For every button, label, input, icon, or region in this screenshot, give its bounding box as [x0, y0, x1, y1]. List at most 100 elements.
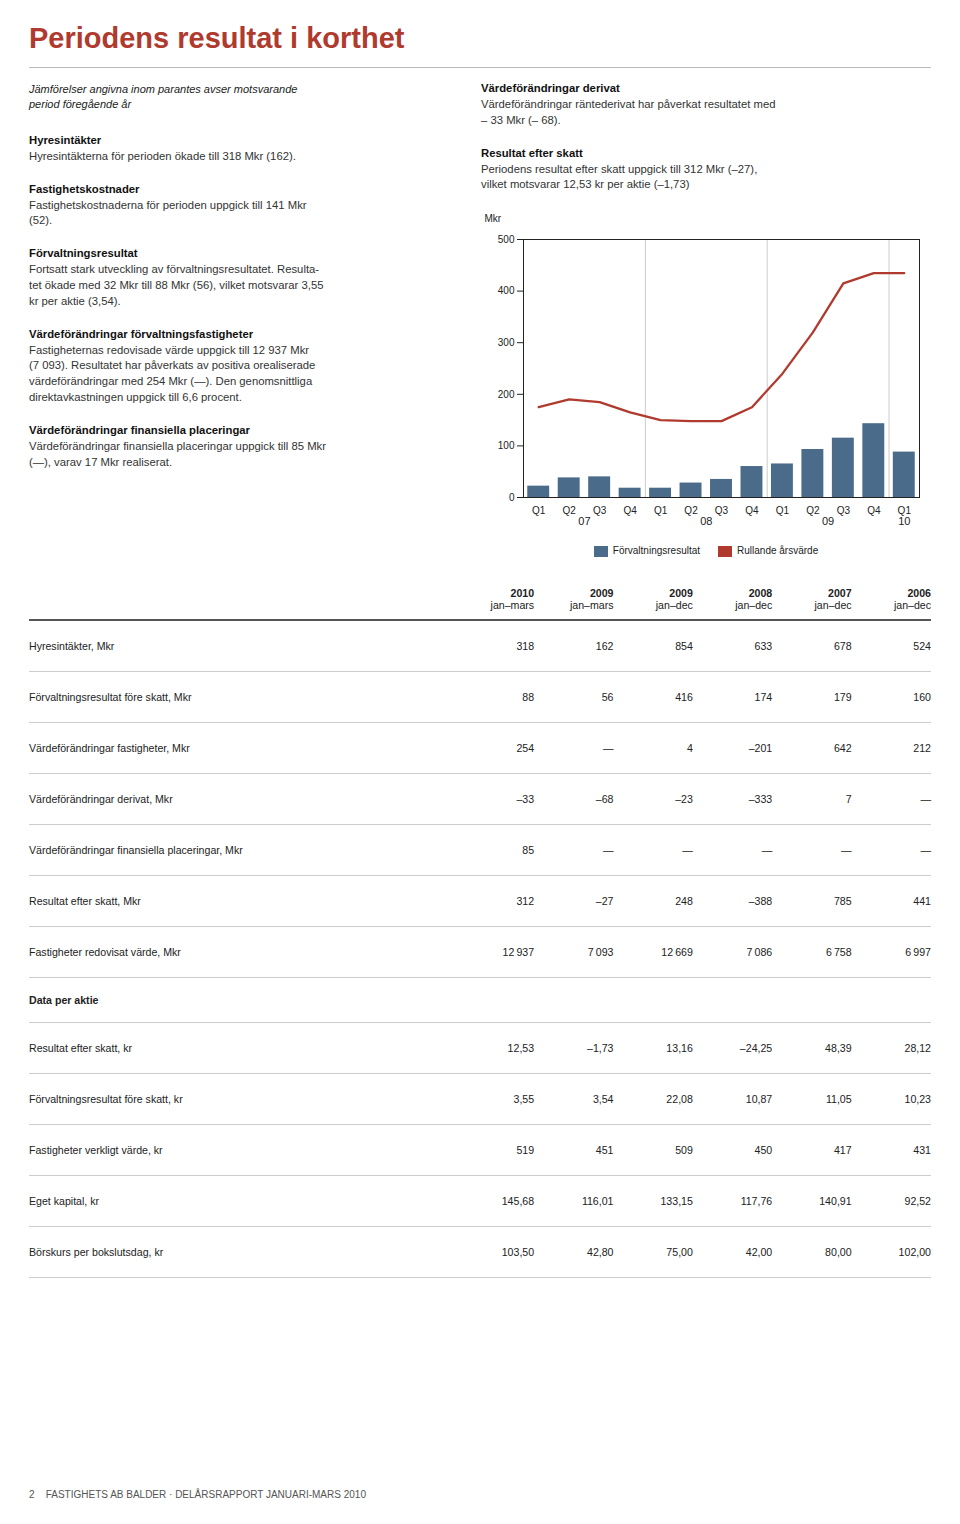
- html-text:162: 162: [595, 640, 614, 653]
- html-text:7 093: 7 093: [587, 946, 614, 959]
- html-text:Fortsatt stark utveckling av f: Fortsatt stark utveckling av förvaltning…: [29, 263, 324, 307]
- html-text:Förvaltningsresultat före skat: Förvaltningsresultat före skatt, kr: [29, 1093, 183, 1106]
- html-text:2007: 2007: [828, 587, 852, 600]
- html-text:Värdeförändringar räntederivat: Värdeförändringar räntederivat har påver…: [481, 98, 776, 126]
- html-text:jan–mars: jan–mars: [490, 599, 535, 612]
- html-text:–1,73: –1,73: [587, 1042, 614, 1055]
- svg-text:09: 09: [822, 516, 834, 528]
- html-text:12 669: 12 669: [661, 946, 693, 959]
- html-text:Fastigheter redovisat värde, M: Fastigheter redovisat värde, Mkr: [29, 946, 181, 959]
- html-text:12 937: 12 937: [502, 946, 535, 959]
- html-text:Periodens resultat efter skatt: Periodens resultat efter skatt uppgick t…: [481, 162, 758, 191]
- html-text:2008: 2008: [748, 587, 773, 600]
- svg-text:Q1: Q1: [654, 505, 668, 516]
- html-text:785: 785: [833, 895, 852, 908]
- html-text:Förvaltningsresultat före skat: Förvaltningsresultat före skatt, Mkr: [29, 691, 192, 704]
- html-text:–333: –333: [748, 793, 773, 806]
- html-text:179: 179: [833, 691, 852, 704]
- html-text:312: 312: [516, 895, 535, 908]
- html-text:441: 441: [913, 895, 931, 908]
- html-text:jan–dec: jan–dec: [655, 599, 693, 612]
- svg-text:Q1: Q1: [532, 505, 546, 516]
- svg-text:Q1: Q1: [776, 505, 790, 516]
- html-text:jan–dec: jan–dec: [814, 599, 852, 612]
- svg-text:Q3: Q3: [715, 505, 729, 516]
- svg-text:Q4: Q4: [623, 505, 637, 516]
- html-text:Värdeförändringar fastigheter,: Värdeförändringar fastigheter, Mkr: [29, 742, 190, 755]
- html-text:Värdeförändringar förvaltnings: Värdeförändringar förvaltningsfastighete…: [29, 327, 254, 340]
- html-text:28,12: 28,12: [904, 1042, 931, 1055]
- html-text:2009: 2009: [669, 587, 693, 600]
- html-text:Värdeförändringar finansiella: Värdeförändringar finansiella placeringa…: [29, 844, 243, 857]
- svg-text:Q4: Q4: [867, 505, 881, 516]
- html-text:85: 85: [522, 844, 535, 857]
- svg-text:100: 100: [498, 440, 515, 451]
- svg-text:500: 500: [498, 234, 515, 245]
- html-text:jan–mars: jan–mars: [569, 599, 614, 612]
- svg-text:400: 400: [498, 286, 515, 297]
- html-text:Värdeförändringar finansiella: Värdeförändringar finansiella placeringa…: [29, 439, 326, 468]
- html-text:Fastighetskostnader: Fastighetskostnader: [29, 182, 140, 195]
- html-text:633: 633: [754, 640, 773, 653]
- html-text:48,39: 48,39: [825, 1042, 852, 1055]
- html-text:Fastigheternas redovisade värd: Fastigheternas redovisade värde uppgick …: [29, 343, 316, 403]
- html-text:jan–dec: jan–dec: [735, 599, 773, 612]
- html-text:Förvaltningsresultat: Förvaltningsresultat: [29, 247, 138, 260]
- html-text:Hyresintäkterna för perioden ö: Hyresintäkterna för perioden ökade till …: [29, 149, 296, 162]
- html-text:Resultat efter skatt, Mkr: Resultat efter skatt, Mkr: [29, 895, 141, 908]
- html-text:–33: –33: [516, 793, 535, 806]
- html-text:Resultat efter skatt, kr: Resultat efter skatt, kr: [29, 1042, 132, 1055]
- svg-text:10: 10: [898, 516, 910, 528]
- svg-text:300: 300: [498, 337, 515, 348]
- html-text:Värdeförändringar finansiella: Värdeförändringar finansiella placeringa…: [29, 423, 250, 436]
- html-text:13,16: 13,16: [666, 1042, 693, 1055]
- html-text:6 758: 6 758: [825, 946, 852, 959]
- html-text:416: 416: [675, 691, 693, 704]
- html-text:2006: 2006: [907, 587, 931, 600]
- svg-text:Q3: Q3: [837, 505, 851, 516]
- svg-text:Q2: Q2: [684, 505, 698, 516]
- svg-text:07: 07: [578, 516, 590, 528]
- html-text:524: 524: [913, 640, 931, 653]
- html-text:88: 88: [522, 691, 535, 704]
- svg-text:Q2: Q2: [806, 505, 820, 516]
- html-text:678: 678: [833, 640, 852, 653]
- html-text:7 086: 7 086: [746, 946, 773, 959]
- html-text:Periodens resultat i korthet: Periodens resultat i korthet: [29, 22, 405, 54]
- html-text:–388: –388: [748, 895, 773, 908]
- svg-text:Q2: Q2: [563, 505, 577, 516]
- html-text:12,53: 12,53: [507, 1042, 535, 1055]
- svg-text:Mkr: Mkr: [485, 213, 502, 224]
- html-text:–27: –27: [595, 895, 614, 908]
- html-text:Värdeförändringar derivat, Mkr: Värdeförändringar derivat, Mkr: [29, 793, 173, 806]
- html-text:Hyresintäkter, Mkr: Hyresintäkter, Mkr: [29, 640, 115, 653]
- html-text:–24,25: –24,25: [739, 1042, 773, 1055]
- html-text:–68: –68: [595, 793, 614, 806]
- html-text:254: 254: [516, 742, 535, 755]
- svg-text:08: 08: [700, 516, 712, 528]
- html-text:160: 160: [913, 691, 931, 704]
- html-text:–201: –201: [748, 742, 773, 755]
- html-text:174: 174: [754, 691, 773, 704]
- svg-text:200: 200: [498, 389, 515, 400]
- html-text:318: 318: [516, 640, 535, 653]
- svg-text:Q1: Q1: [898, 505, 912, 516]
- html-text:Data per aktie: Data per aktie: [29, 994, 99, 1007]
- svg-text:Q4: Q4: [745, 505, 759, 516]
- html-text:Fastighetskostnaderna för peri: Fastighetskostnaderna för perioden uppgi…: [29, 198, 307, 227]
- html-text:212: 212: [913, 742, 931, 755]
- html-text:–23: –23: [675, 793, 693, 806]
- svg-text:Q3: Q3: [593, 505, 607, 516]
- html-text:Resultat efter skatt: Resultat efter skatt: [481, 146, 583, 159]
- html-text:56: 56: [601, 691, 614, 704]
- html-text:Jämförelser angivna inom paran: Jämförelser angivna inom parantes avser …: [29, 83, 298, 110]
- html-text:jan–dec: jan–dec: [893, 599, 931, 612]
- html-text:6 997: 6 997: [905, 946, 931, 959]
- html-text:854: 854: [675, 640, 693, 653]
- html-text:Hyresintäkter: Hyresintäkter: [29, 133, 102, 146]
- html-text:2010: 2010: [510, 587, 535, 600]
- svg-text:0: 0: [509, 492, 515, 503]
- html-text:642: 642: [833, 742, 852, 755]
- html-text:248: 248: [675, 895, 693, 908]
- html-text:2009: 2009: [589, 587, 614, 600]
